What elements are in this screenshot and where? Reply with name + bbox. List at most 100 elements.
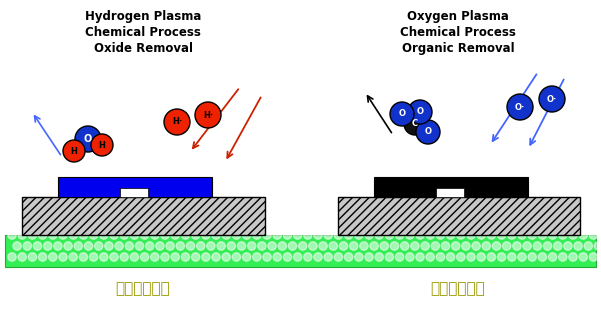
Circle shape [217, 242, 225, 250]
Circle shape [141, 231, 149, 239]
Circle shape [404, 113, 426, 135]
Circle shape [365, 253, 373, 261]
Circle shape [135, 242, 144, 250]
Circle shape [574, 242, 582, 250]
Circle shape [334, 253, 343, 261]
Circle shape [201, 231, 210, 239]
Circle shape [594, 242, 601, 250]
Circle shape [375, 231, 383, 239]
Circle shape [548, 231, 557, 239]
Circle shape [18, 253, 26, 261]
Circle shape [171, 231, 180, 239]
Circle shape [273, 253, 281, 261]
Circle shape [201, 253, 210, 261]
Circle shape [49, 231, 57, 239]
Circle shape [120, 231, 129, 239]
Circle shape [151, 253, 159, 261]
Circle shape [533, 242, 542, 250]
Circle shape [207, 242, 215, 250]
Circle shape [487, 231, 496, 239]
Circle shape [548, 253, 557, 261]
Circle shape [492, 242, 501, 250]
Circle shape [212, 253, 220, 261]
Circle shape [69, 231, 78, 239]
Circle shape [324, 253, 332, 261]
Text: O·: O· [515, 102, 525, 112]
Circle shape [406, 253, 414, 261]
Circle shape [252, 231, 261, 239]
Circle shape [293, 231, 302, 239]
Circle shape [344, 253, 353, 261]
Bar [22, 197, 265, 235]
Circle shape [232, 231, 240, 239]
Circle shape [554, 242, 562, 250]
Circle shape [462, 242, 470, 250]
Circle shape [171, 253, 180, 261]
Circle shape [584, 242, 593, 250]
Circle shape [406, 231, 414, 239]
Bar [5, 235, 596, 267]
Circle shape [222, 253, 230, 261]
Circle shape [355, 231, 363, 239]
Circle shape [304, 253, 312, 261]
Text: H: H [99, 140, 105, 150]
Text: H·: H· [172, 118, 182, 126]
Circle shape [74, 242, 82, 250]
Circle shape [293, 253, 302, 261]
Circle shape [69, 253, 78, 261]
Circle shape [94, 242, 103, 250]
Circle shape [436, 231, 445, 239]
Circle shape [191, 253, 200, 261]
Circle shape [355, 253, 363, 261]
Circle shape [283, 253, 291, 261]
Circle shape [447, 253, 455, 261]
Circle shape [436, 253, 445, 261]
Circle shape [288, 242, 297, 250]
Circle shape [395, 231, 404, 239]
Circle shape [408, 100, 432, 124]
Circle shape [324, 231, 332, 239]
Circle shape [421, 242, 429, 250]
Text: O: O [416, 107, 424, 117]
Circle shape [125, 242, 133, 250]
Circle shape [569, 231, 577, 239]
Circle shape [426, 231, 435, 239]
Bar [374, 177, 528, 197]
Circle shape [283, 231, 291, 239]
Circle shape [410, 242, 419, 250]
Text: O: O [84, 134, 92, 144]
Circle shape [375, 253, 383, 261]
Circle shape [63, 140, 85, 162]
Circle shape [518, 253, 526, 261]
Circle shape [181, 253, 189, 261]
Circle shape [79, 253, 88, 261]
Circle shape [329, 242, 338, 250]
Circle shape [487, 253, 496, 261]
Circle shape [380, 242, 388, 250]
Circle shape [589, 231, 597, 239]
Circle shape [451, 242, 460, 250]
Circle shape [115, 242, 123, 250]
Circle shape [360, 242, 368, 250]
Circle shape [38, 253, 47, 261]
Circle shape [558, 231, 567, 239]
Circle shape [90, 231, 98, 239]
Text: Oxygen Plasma
Chemical Process
Organic Removal: Oxygen Plasma Chemical Process Organic R… [400, 10, 516, 55]
Circle shape [248, 242, 256, 250]
Circle shape [314, 253, 322, 261]
Circle shape [523, 242, 531, 250]
Circle shape [186, 242, 195, 250]
Circle shape [400, 242, 409, 250]
Text: H·: H· [203, 111, 213, 120]
Circle shape [43, 242, 52, 250]
Circle shape [268, 242, 276, 250]
Circle shape [130, 253, 139, 261]
Circle shape [309, 242, 317, 250]
Circle shape [222, 231, 230, 239]
Circle shape [350, 242, 358, 250]
Circle shape [477, 231, 486, 239]
Circle shape [416, 231, 424, 239]
Circle shape [91, 134, 113, 156]
Circle shape [467, 231, 475, 239]
Circle shape [482, 242, 490, 250]
